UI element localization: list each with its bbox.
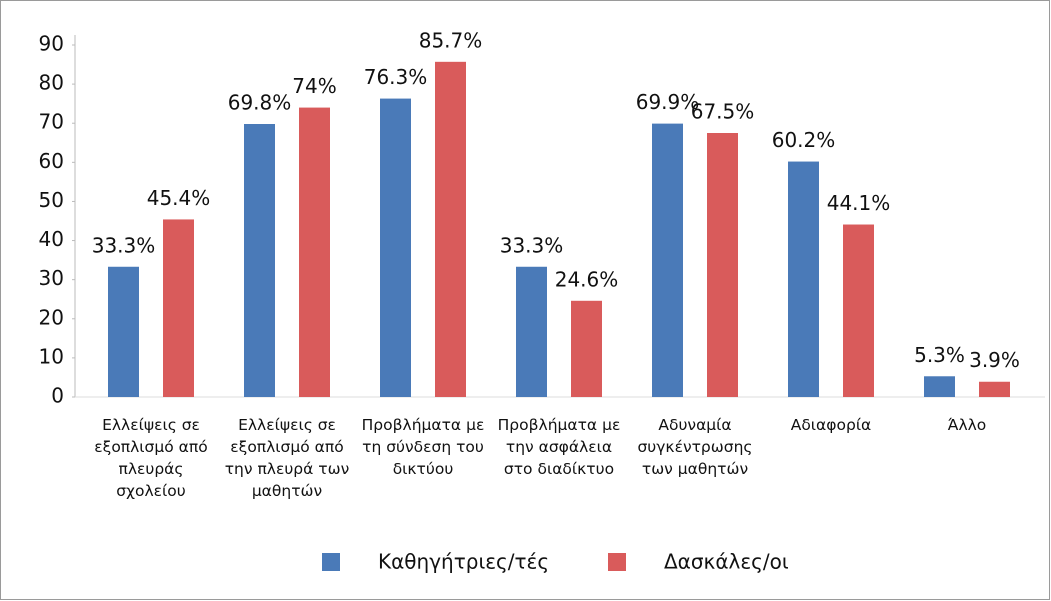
y-tick-label: 40: [39, 227, 64, 251]
data-label: 76.3%: [364, 65, 428, 89]
data-label: 33.3%: [500, 233, 564, 257]
x-tick-label: Ελλείψεις σε εξοπλισμό από πλευράς σχολε…: [94, 416, 208, 500]
bar: [108, 266, 139, 397]
bar: [924, 376, 955, 397]
bar: [244, 124, 275, 397]
bar: [435, 61, 466, 397]
y-tick-label: 30: [39, 266, 64, 290]
legend-swatch: [608, 553, 626, 571]
y-tick-label: 70: [39, 110, 64, 134]
data-label: 44.1%: [827, 191, 891, 215]
y-tick-label: 60: [39, 149, 64, 173]
y-tick-label: 0: [51, 384, 64, 408]
bar: [571, 300, 602, 397]
bar: [163, 219, 194, 397]
y-tick-label: 80: [39, 71, 64, 95]
x-tick-label: Αδιαφορία: [790, 416, 872, 434]
y-tick-label: 50: [39, 188, 64, 212]
data-label: 24.6%: [555, 267, 619, 291]
bar: [843, 224, 874, 397]
bar: [788, 161, 819, 397]
data-label: 74%: [292, 74, 336, 98]
data-label: 33.3%: [92, 233, 156, 257]
bar: [707, 133, 738, 397]
y-tick-label: 90: [39, 32, 64, 56]
bar: [299, 107, 330, 398]
legend-swatch: [322, 553, 340, 571]
x-tick-label: Προβλήματα με τη σύνδεση του δικτύου: [361, 416, 485, 478]
data-label: 85.7%: [419, 28, 483, 52]
data-label: 69.8%: [228, 91, 292, 115]
legend-label: Καθηγήτριες/τές: [378, 550, 549, 574]
data-label: 67.5%: [691, 100, 755, 124]
bar: [979, 381, 1010, 397]
data-label: 60.2%: [772, 128, 836, 152]
y-tick-label: 10: [39, 344, 64, 368]
bar: [652, 123, 683, 397]
x-tick-label: Άλλο: [947, 416, 987, 434]
x-tick-label: Προβλήματα με την ασφάλεια στο διαδίκτυο: [497, 416, 621, 478]
data-label: 3.9%: [969, 348, 1020, 372]
x-tick-label: Ελλείψεις σε εξοπλισμό από την πλευρά τω…: [224, 416, 350, 500]
data-label: 5.3%: [914, 343, 965, 367]
legend-label: Δασκάλες/οι: [664, 550, 789, 574]
data-label: 45.4%: [147, 186, 211, 210]
y-tick-label: 20: [39, 305, 64, 329]
bar: [516, 266, 547, 397]
x-tick-label: Αδυναμία συγκέντρωσης των μαθητών: [637, 416, 753, 478]
data-label: 69.9%: [636, 90, 700, 114]
bar: [380, 98, 411, 398]
